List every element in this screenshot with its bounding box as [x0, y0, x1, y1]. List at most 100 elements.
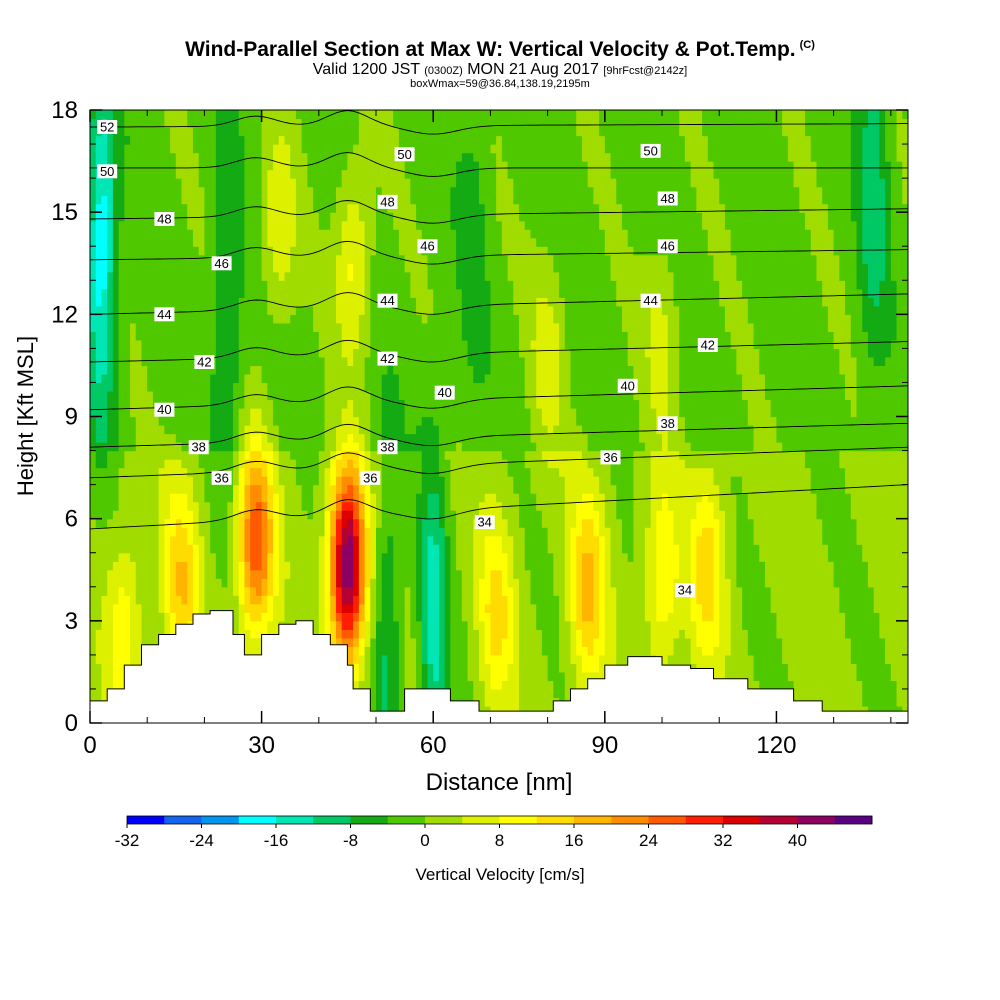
velocity-cell [267, 476, 274, 486]
velocity-cell [358, 442, 366, 452]
velocity-cell [478, 612, 486, 622]
velocity-cell [227, 510, 234, 520]
velocity-cell [478, 450, 486, 460]
velocity-cell [656, 561, 663, 571]
velocity-cell [810, 586, 818, 596]
velocity-cell [827, 663, 835, 673]
velocity-cell [152, 467, 160, 477]
velocity-cell [273, 501, 280, 511]
velocity-cell [353, 467, 360, 477]
velocity-cell [519, 527, 526, 537]
velocity-cell [816, 476, 823, 486]
velocity-cell [873, 459, 880, 469]
velocity-cell [764, 586, 772, 596]
velocity-cell [690, 493, 697, 503]
velocity-cell [187, 552, 194, 562]
velocity-cell [570, 578, 577, 588]
velocity-cell [839, 493, 846, 503]
velocity-cell [764, 637, 772, 647]
velocity-cell [461, 620, 469, 630]
velocity-cell [152, 569, 160, 579]
velocity-cell [261, 603, 268, 613]
velocity-cell [461, 603, 469, 613]
velocity-cell [210, 544, 217, 554]
velocity-cell [885, 544, 892, 554]
velocity-cell [513, 561, 520, 571]
velocity-cell [536, 561, 543, 571]
velocity-cell [244, 569, 251, 579]
velocity-cell [461, 433, 469, 443]
velocity-cell [170, 527, 177, 537]
velocity-cell [170, 450, 177, 460]
velocity-cell [896, 654, 903, 664]
velocity-cell [764, 425, 772, 435]
velocity-cell [95, 484, 103, 494]
velocity-cell [524, 705, 532, 716]
velocity-cell [810, 654, 818, 664]
velocity-cell [301, 612, 308, 622]
velocity-cell [347, 476, 354, 486]
velocity-cell [902, 476, 908, 486]
velocity-cell [353, 595, 360, 605]
velocity-cell [158, 510, 165, 520]
velocity-cell [444, 646, 451, 656]
velocity-cell [747, 535, 755, 545]
velocity-cell [850, 484, 858, 494]
velocity-cell [370, 612, 377, 622]
velocity-cell [181, 442, 188, 452]
velocity-cell [507, 535, 514, 545]
velocity-cell [742, 654, 749, 664]
velocity-cell [576, 671, 583, 682]
velocity-cell [581, 586, 589, 596]
velocity-cell [215, 433, 223, 443]
velocity-cell [164, 459, 171, 469]
velocity-cell [221, 544, 228, 554]
velocity-cell [250, 561, 257, 571]
velocity-cell [530, 527, 537, 537]
velocity-cell [107, 663, 114, 673]
velocity-cell [112, 561, 120, 571]
valid-zulu: (0300Z) [424, 65, 463, 77]
velocity-cell [255, 442, 263, 452]
velocity-cell [559, 527, 566, 537]
velocity-cell [736, 467, 743, 477]
velocity-cell [839, 629, 846, 639]
velocity-cell [450, 629, 457, 639]
velocity-cell [290, 535, 297, 545]
velocity-cell [885, 450, 892, 460]
velocity-cell [610, 544, 617, 554]
velocity-cell [107, 629, 114, 639]
velocity-cell [130, 654, 137, 664]
velocity-cell [387, 663, 394, 673]
velocity-cell [644, 629, 652, 639]
velocity-cell [576, 569, 583, 579]
velocity-cell [290, 612, 297, 622]
velocity-cell [478, 493, 486, 503]
velocity-cell [610, 561, 617, 571]
velocity-cell [873, 467, 880, 477]
velocity-cell [570, 467, 577, 477]
velocity-cell [393, 433, 400, 443]
velocity-cell [707, 629, 715, 639]
velocity-cell [90, 612, 97, 622]
velocity-cell [398, 612, 406, 622]
velocity-cell [616, 578, 623, 588]
velocity-cell [473, 663, 480, 673]
velocity-cell [827, 705, 835, 716]
velocity-cell [530, 552, 537, 562]
velocity-cell [358, 433, 366, 443]
velocity-cell [164, 586, 171, 596]
velocity-cell [221, 552, 228, 562]
velocity-cell [164, 552, 171, 562]
velocity-cell [118, 484, 125, 494]
velocity-cell [433, 663, 440, 673]
velocity-cell [473, 442, 480, 452]
velocity-cell [421, 671, 429, 682]
velocity-cell [541, 663, 549, 673]
velocity-cell [553, 442, 560, 452]
velocity-cell [656, 467, 663, 477]
velocity-cell [461, 561, 469, 571]
velocity-cell [478, 561, 486, 571]
velocity-cell [702, 586, 709, 596]
velocity-cell [662, 433, 669, 443]
